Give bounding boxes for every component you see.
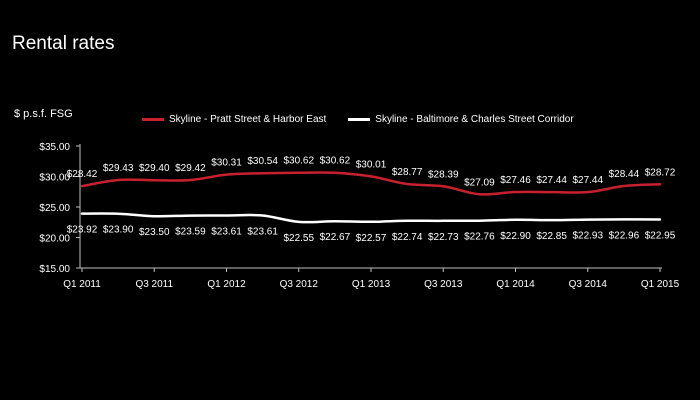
data-label-pratt-harbor: $27.09 [464,177,495,188]
data-label-baltimore-charles: $23.61 [211,226,242,237]
data-label-pratt-harbor: $29.40 [139,163,170,174]
data-label-pratt-harbor: $28.39 [428,169,459,180]
data-label-pratt-harbor: $27.46 [500,175,531,186]
x-tick-label: Q1 2015 [641,279,680,290]
data-label-pratt-harbor: $30.62 [283,156,314,167]
x-tick-label: Q3 2012 [280,279,319,290]
y-tick-label: $20.00 [39,234,70,245]
x-tick-label: Q1 2012 [207,279,246,290]
y-axis-unit-label: $ p.s.f. FSG [14,108,73,120]
data-label-pratt-harbor: $28.77 [392,167,423,178]
data-label-pratt-harbor: $30.62 [320,156,351,167]
x-tick-label: Q1 2013 [352,279,391,290]
series-line-pratt-harbor [80,171,662,196]
data-label-baltimore-charles: $22.85 [536,231,567,242]
y-tick-label: $30.00 [39,173,70,184]
data-label-baltimore-charles: $22.73 [428,232,459,243]
series-line-baltimore-charles [80,212,662,224]
y-tick-label: $15.00 [39,264,70,275]
y-tick-label: $25.00 [39,203,70,214]
data-label-pratt-harbor: $30.01 [356,159,387,170]
x-tick-label: Q3 2013 [424,279,463,290]
legend-label-pratt-harbor: Skyline - Pratt Street & Harbor East [169,114,327,125]
data-label-pratt-harbor: $27.44 [572,175,603,186]
legend-item-baltimore-charles: Skyline - Baltimore & Charles Street Cor… [348,114,574,125]
legend-swatch-baltimore-charles [348,118,371,121]
data-label-baltimore-charles: $22.76 [464,232,495,243]
data-label-pratt-harbor: $30.54 [247,156,278,167]
data-label-pratt-harbor: $29.43 [103,163,134,174]
data-label-baltimore-charles: $23.61 [247,226,278,237]
data-label-pratt-harbor: $28.44 [609,169,640,180]
legend-swatch-pratt-harbor [142,118,164,121]
data-label-baltimore-charles: $22.96 [609,230,640,241]
x-tick-label: Q1 2011 [63,279,101,290]
data-label-pratt-harbor: $28.42 [67,169,98,180]
y-tick-label: $35.00 [39,142,70,153]
data-label-baltimore-charles: $23.90 [103,225,134,236]
data-label-baltimore-charles: $23.92 [67,225,98,236]
chart-legend: Skyline - Pratt Street & Harbor East Sky… [142,114,596,125]
data-label-baltimore-charles: $22.74 [392,232,423,243]
x-tick-label: Q3 2014 [569,279,608,290]
page-title: Rental rates [12,33,115,54]
legend-item-pratt-harbor: Skyline - Pratt Street & Harbor East [142,114,326,125]
data-label-pratt-harbor: $28.72 [645,167,676,178]
x-tick-label: Q1 2014 [496,279,535,290]
legend-label-baltimore-charles: Skyline - Baltimore & Charles Street Cor… [375,114,574,125]
data-label-pratt-harbor: $29.42 [175,163,206,174]
data-label-baltimore-charles: $23.50 [139,227,170,238]
data-label-baltimore-charles: $22.90 [500,231,531,242]
data-label-baltimore-charles: $23.59 [175,227,206,238]
x-tick-label: Q3 2011 [135,279,173,290]
data-label-baltimore-charles: $22.67 [320,232,351,243]
data-label-baltimore-charles: $22.57 [356,233,387,244]
data-label-pratt-harbor: $30.31 [211,158,242,169]
data-label-baltimore-charles: $22.55 [283,233,314,244]
data-label-pratt-harbor: $27.44 [536,175,567,186]
data-label-baltimore-charles: $22.93 [572,231,603,242]
data-label-baltimore-charles: $22.95 [645,231,676,242]
